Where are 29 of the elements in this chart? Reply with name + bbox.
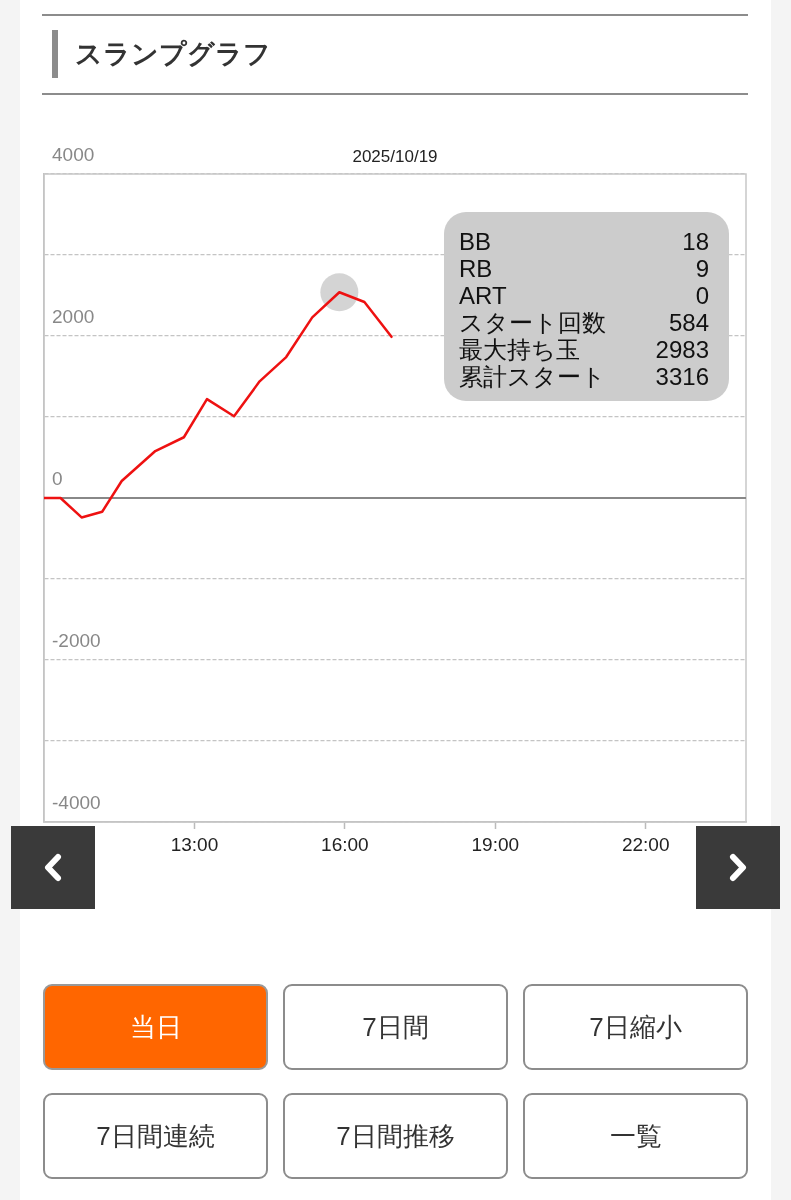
x-tick-label: 16:00 — [321, 833, 369, 855]
y-tick-label: 2000 — [52, 306, 95, 328]
tab-button: 当日 — [43, 984, 268, 1070]
y-tick-label: -2000 — [52, 630, 101, 652]
annotation: 584 — [668, 309, 709, 336]
y-tick-label: 0 — [52, 468, 63, 490]
annotation: 最大持ち玉 — [459, 336, 580, 363]
y-tick-label: 4000 — [52, 144, 95, 166]
y-tick-label: -4000 — [52, 792, 101, 814]
x-tick-label: 19:00 — [471, 833, 520, 855]
annotation: 9 — [695, 255, 709, 282]
tab-button: 7日間 — [283, 984, 508, 1070]
annotation: スタート回数 — [459, 309, 606, 336]
annotation: 3316 — [655, 363, 709, 390]
tab-button: 7日縮小 — [523, 984, 748, 1070]
x-tick-label: 13:00 — [170, 833, 219, 855]
chart-subtitle: 2025/10/19 — [352, 147, 438, 166]
tab-button: 一覧 — [523, 1093, 748, 1179]
tab-button: 7日間連続 — [43, 1093, 268, 1179]
annotation: 2983 — [655, 336, 709, 363]
tab-button: 7日間推移 — [283, 1093, 508, 1179]
x-tick-label: 22:00 — [621, 833, 670, 855]
annotation: 累計スタート — [459, 363, 606, 390]
chart-title: スランプグラフ — [52, 30, 271, 78]
annotation: 18 — [682, 228, 709, 255]
annotation: BB — [459, 228, 492, 255]
annotation: ART — [459, 282, 507, 309]
annotation: RB — [459, 255, 493, 282]
annotation: 0 — [695, 282, 709, 309]
